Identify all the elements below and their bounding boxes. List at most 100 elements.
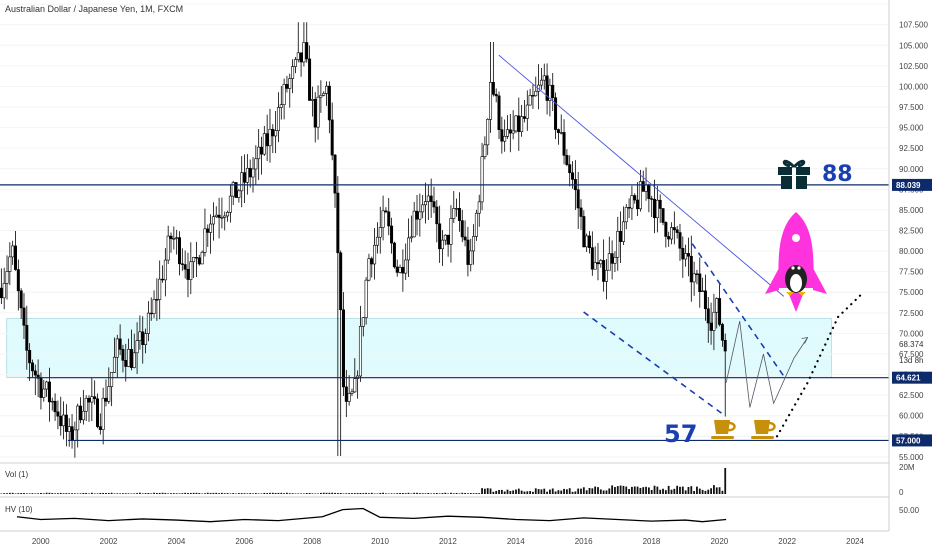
volume-bar [568,488,571,494]
volume-bar [119,493,122,494]
volume-bar [328,492,331,494]
candle-body [265,133,269,147]
volume-bar [71,493,73,494]
candle-body [675,229,679,233]
candle-body [358,326,362,377]
volume-tick-label: 0 [899,488,904,497]
candle-body [531,95,535,97]
candle-body [460,220,464,238]
candle-body [616,231,620,258]
volume-bar [192,492,195,494]
price-tick-label: 100.000 [899,82,928,91]
volume-bar [127,493,130,494]
candle-body [364,279,368,318]
candle-body [166,235,170,261]
volume-bar [710,488,712,494]
volume-bar [133,493,136,494]
volume-bar [42,493,45,494]
candle-body [50,400,54,403]
candle-body [686,253,690,257]
candle-body [539,79,543,86]
candle-body [514,115,518,132]
volume-bar [636,486,639,494]
volume-bar [498,489,500,494]
support-price-badge-text: 64.621 [896,374,921,383]
dotted-projection [775,292,863,438]
volume-bar [693,490,696,494]
candle-body [655,199,659,219]
volume-bar [396,493,399,494]
candle-body [542,75,546,81]
candle-body [661,208,665,223]
volume-bar [235,493,237,494]
candle-body [715,298,719,313]
price-tick-label: 70.000 [899,329,924,338]
candle-body [177,237,181,265]
volume-bar [73,493,76,494]
candle-body [189,261,193,280]
volume-bar [184,492,187,494]
volume-bar [139,492,141,494]
candle-body [305,42,309,60]
volume-bar [401,493,404,494]
hv-panel [0,507,889,532]
volume-bar [334,492,336,494]
candle-body [344,386,348,402]
candle-body [279,104,283,108]
volume-bar [322,492,325,494]
candle-body [115,338,119,358]
candle-body [226,212,230,217]
candle-body [47,381,51,403]
candle-body [347,393,351,402]
candle-body [401,266,405,274]
volume-bar [25,493,28,494]
candle-body [565,155,569,165]
candle-body [339,252,343,311]
candle-body [432,201,436,208]
volume-bar [288,493,291,494]
candle-body [508,129,512,134]
candle-body [302,42,306,63]
volume-bar [76,493,79,494]
volume-bar [59,492,62,494]
time-tick-label: 2006 [235,537,253,546]
candle-body [146,312,150,334]
volume-bar [444,492,447,494]
volume-bar [0,493,3,494]
volume-bar [198,493,201,494]
candle-body [630,195,634,209]
candle-body [624,207,628,223]
volume-bar [158,492,161,494]
candle-body [517,115,521,132]
volume-bar [450,492,452,494]
volume-bar [571,491,574,494]
candle-body [692,273,696,283]
volume-bar [467,493,469,494]
candle-body [67,426,71,432]
volume-bar [659,489,662,494]
candle-body [59,415,63,427]
volume-bar [500,489,503,494]
volume-bar [85,492,88,494]
candle-body [435,206,439,225]
price-tick-label: 55.000 [899,453,924,462]
price-tick-label: 72.500 [899,309,924,318]
candle-body [285,84,289,89]
candle-body [641,181,645,192]
volume-bar [387,493,390,494]
volume-bar [254,493,257,494]
volume-bar [433,493,435,494]
candle-body [528,95,532,106]
target-57-label: 57 [664,420,698,448]
volume-bar [529,491,532,494]
current-price-label: 68.374 [899,340,924,349]
support-zone [6,318,832,378]
volume-bar [469,493,472,494]
candle-body [183,264,187,270]
price-tick-label: 75.000 [899,288,924,297]
candle-body [689,255,693,283]
volume-bar [512,490,515,494]
volume-bar [17,493,20,494]
volume-bar [418,493,421,494]
candle-body [268,128,272,147]
